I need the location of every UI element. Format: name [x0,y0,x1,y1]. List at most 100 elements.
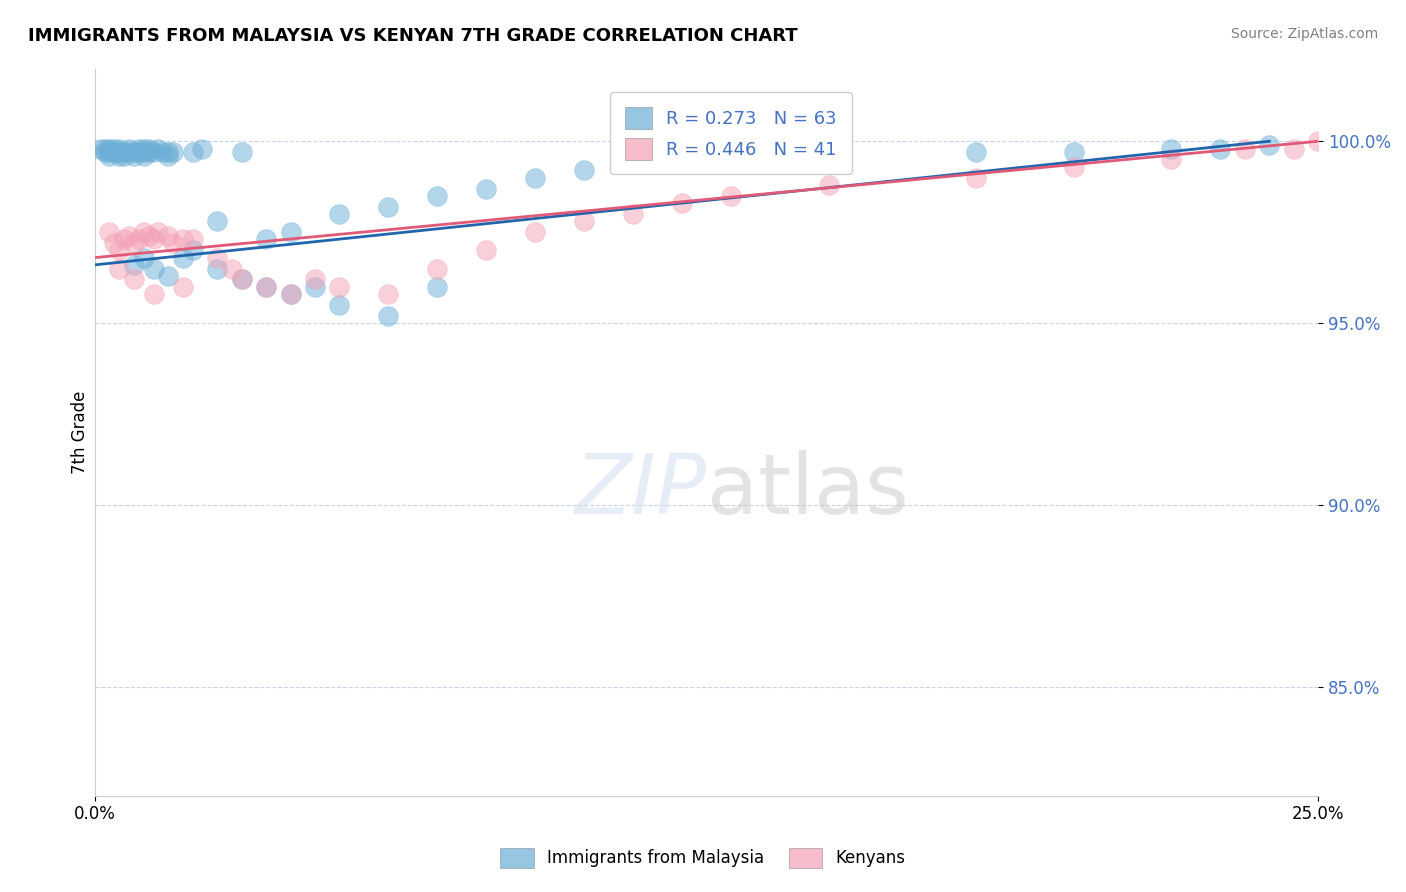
Point [122,258,145,272]
Text: IMMIGRANTS FROM MALAYSIA VS KENYAN 7TH GRADE CORRELATION CHART: IMMIGRANTS FROM MALAYSIA VS KENYAN 7TH G… [28,27,797,45]
Point [426,279,449,293]
Point [1160,141,1182,155]
Point [475,244,498,258]
Point [93,145,115,160]
Point [122,145,145,160]
Point [671,156,693,170]
Point [818,178,841,192]
Point [103,145,125,160]
Point [142,261,165,276]
Point [280,287,302,301]
Point [1258,137,1281,152]
Point [231,145,253,160]
Point [98,141,121,155]
Point [103,141,125,155]
Point [112,149,135,163]
Point [98,149,121,163]
Text: Source: ZipAtlas.com: Source: ZipAtlas.com [1230,27,1378,41]
Point [103,235,125,250]
Point [280,287,302,301]
Point [1282,141,1305,155]
Point [475,181,498,195]
Point [98,145,121,160]
Point [671,196,693,211]
Legend: R = 0.273   N = 63, R = 0.446   N = 41: R = 0.273 N = 63, R = 0.446 N = 41 [610,92,852,174]
Point [148,141,170,155]
Text: atlas: atlas [707,450,908,531]
Point [524,225,547,239]
Point [181,145,204,160]
Point [572,163,595,178]
Y-axis label: 7th Grade: 7th Grade [72,391,89,474]
Point [138,141,160,155]
Point [108,149,131,163]
Point [152,145,174,160]
Point [89,141,111,155]
Point [328,279,350,293]
Point [328,298,350,312]
Point [621,207,644,221]
Point [138,228,160,243]
Point [1063,145,1085,160]
Text: ZIP: ZIP [575,450,707,531]
Point [524,170,547,185]
Point [98,225,121,239]
Point [304,279,326,293]
Point [108,141,131,155]
Point [965,145,987,160]
Point [818,149,841,163]
Point [205,261,228,276]
Point [181,244,204,258]
Point [118,228,141,243]
Point [138,145,160,160]
Point [205,214,228,228]
Point [132,225,155,239]
Point [112,232,135,246]
Point [142,232,165,246]
Legend: Immigrants from Malaysia, Kenyans: Immigrants from Malaysia, Kenyans [494,841,912,875]
Point [280,225,302,239]
Point [132,145,155,160]
Point [118,141,141,155]
Point [965,170,987,185]
Point [108,261,131,276]
Point [128,232,150,246]
Point [132,141,155,155]
Point [1233,141,1256,155]
Point [377,287,399,301]
Point [221,261,243,276]
Point [254,279,277,293]
Point [572,214,595,228]
Point [122,272,145,286]
Point [142,287,165,301]
Point [157,268,180,283]
Point [181,232,204,246]
Point [254,279,277,293]
Point [1209,141,1232,155]
Point [162,145,184,160]
Point [122,235,145,250]
Point [172,232,194,246]
Point [157,145,180,160]
Point [1308,134,1330,148]
Point [112,145,135,160]
Point [157,228,180,243]
Point [93,141,115,155]
Point [108,145,131,160]
Point [328,207,350,221]
Point [157,149,180,163]
Point [1063,160,1085,174]
Point [148,225,170,239]
Point [231,272,253,286]
Point [191,141,214,155]
Point [254,232,277,246]
Point [132,251,155,265]
Point [304,272,326,286]
Point [172,251,194,265]
Point [108,244,131,258]
Point [1160,153,1182,167]
Point [162,235,184,250]
Point [132,149,155,163]
Point [142,145,165,160]
Point [128,145,150,160]
